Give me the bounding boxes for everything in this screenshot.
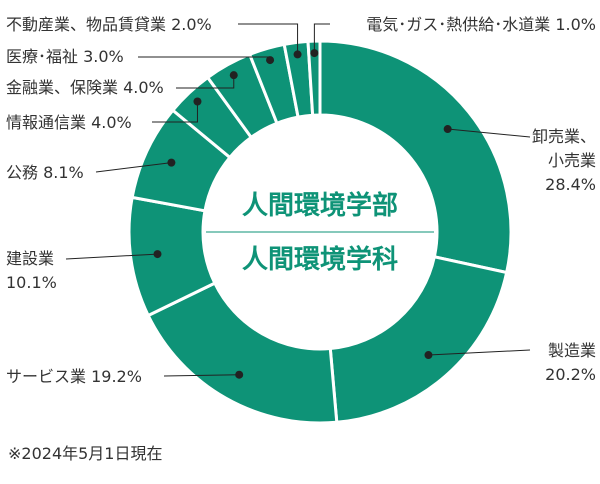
slice-label-1: 製造業 20.2% [545,341,596,384]
leader-line-4 [95,162,172,173]
slice-label-7: 医療･福祉 3.0% [6,47,124,66]
leader-line-8 [238,23,299,55]
leader-lines [65,23,531,379]
slice-label-5: 情報通信業 4.0% [6,113,132,132]
leader-line-7 [138,56,271,61]
slice-9 [306,39,322,117]
slice-1 [328,255,509,424]
leader-line-0 [447,128,531,138]
donut-slices [127,39,513,425]
leader-line-9 [313,23,330,54]
slice-label-8: 不動産業、物品賃貸業 2.0% [6,15,212,34]
leader-line-5 [152,101,198,123]
slice-label-0: 卸売業、小売業 28.4% [532,127,596,194]
center-title-bottom: 人間環境学科 [242,244,398,275]
center-title-top: 人間環境学部 [242,190,398,221]
slice-label-6: 金融業、保険業 4.0% [6,78,164,97]
slice-labels: 卸売業、小売業 28.4% 製造業 20.2% サービス業 19.2% 建設業 10.1% 公… [6,15,596,386]
slice-label-3: 建設業 10.1% [6,249,57,292]
slice-2 [146,281,339,425]
leader-line-1 [428,349,531,356]
slice-label-2: サービス業 19.2% [6,367,142,386]
slice-label-9: 電気･ガス･熱供給･水道業 1.0% [366,15,596,34]
leader-line-3 [65,253,158,260]
leader-line-6 [176,75,235,89]
slice-label-4: 公務 8.1% [6,163,84,182]
footnote: ※2024年5月1日現在 [8,444,163,463]
slice-0 [318,39,513,275]
leader-line-2 [163,374,240,377]
